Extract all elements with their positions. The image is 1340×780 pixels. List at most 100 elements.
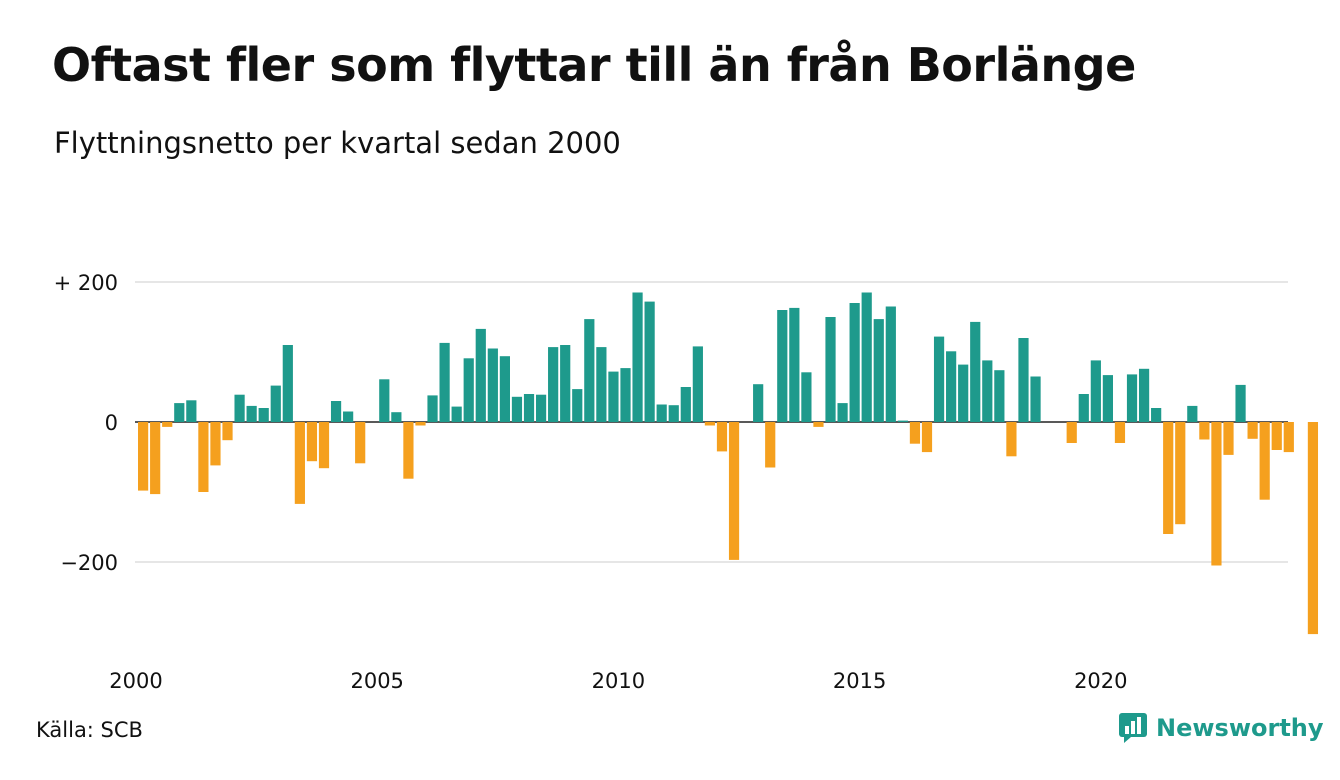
y-axis-ticks: + 200 0 −200 bbox=[54, 271, 118, 575]
bar bbox=[535, 394, 547, 422]
bar bbox=[1163, 422, 1174, 534]
x-axis-ticks: 2000 2005 2010 2015 2020 bbox=[109, 669, 1127, 693]
bar bbox=[186, 400, 197, 422]
bar bbox=[487, 348, 498, 422]
bar bbox=[825, 317, 836, 422]
bar bbox=[427, 395, 438, 422]
bar bbox=[355, 422, 366, 464]
bar bbox=[330, 401, 342, 422]
bar bbox=[909, 422, 921, 444]
y-tick-label: −200 bbox=[60, 551, 118, 575]
bar bbox=[439, 342, 450, 422]
x-tick-label: 2000 bbox=[109, 669, 162, 693]
chart-subtitle: Flyttningsnetto per kvartal sedan 2000 bbox=[54, 126, 621, 160]
bar bbox=[584, 319, 595, 422]
bar bbox=[837, 403, 848, 422]
bar bbox=[403, 422, 414, 479]
x-tick-label: 2020 bbox=[1074, 669, 1127, 693]
bar bbox=[644, 301, 655, 422]
bar bbox=[1102, 375, 1113, 422]
x-tick-label: 2015 bbox=[833, 669, 886, 693]
bar bbox=[1283, 422, 1294, 453]
bar bbox=[994, 370, 1005, 422]
bar-chart-speech-icon bbox=[1119, 713, 1147, 743]
bar bbox=[198, 422, 209, 492]
bar bbox=[270, 385, 281, 422]
bar bbox=[1030, 376, 1041, 422]
bar bbox=[306, 422, 318, 462]
bar bbox=[1066, 422, 1077, 443]
bar bbox=[511, 396, 523, 422]
bar bbox=[548, 347, 559, 422]
bar bbox=[885, 306, 896, 422]
bar bbox=[1114, 422, 1126, 443]
bar bbox=[728, 422, 740, 560]
bar bbox=[282, 345, 293, 422]
bar bbox=[1235, 384, 1246, 422]
bar bbox=[1187, 405, 1198, 422]
bar bbox=[801, 372, 812, 422]
chart-title: Oftast fler som flyttar till än från Bor… bbox=[52, 38, 1136, 92]
bars bbox=[138, 292, 1319, 635]
bar bbox=[716, 422, 728, 452]
bar bbox=[680, 387, 691, 422]
bar bbox=[608, 371, 619, 422]
bar bbox=[668, 405, 679, 422]
bar bbox=[463, 358, 474, 422]
bar bbox=[1211, 422, 1222, 566]
bar bbox=[150, 422, 161, 495]
x-tick-label: 2010 bbox=[592, 669, 645, 693]
bar bbox=[970, 321, 981, 422]
bar bbox=[451, 406, 462, 422]
bar bbox=[499, 356, 510, 422]
bar bbox=[343, 411, 354, 422]
bar bbox=[318, 422, 330, 469]
bar bbox=[138, 422, 149, 491]
bar bbox=[813, 422, 824, 427]
bar bbox=[921, 422, 933, 453]
bar bbox=[1259, 422, 1270, 500]
bar bbox=[174, 403, 185, 422]
bar bbox=[620, 368, 631, 422]
bar bbox=[1151, 408, 1162, 422]
bar bbox=[234, 394, 245, 422]
bar bbox=[753, 384, 764, 422]
bar bbox=[946, 351, 957, 422]
bar bbox=[210, 422, 221, 466]
source-note: Källa: SCB bbox=[36, 718, 143, 742]
bar bbox=[1307, 422, 1319, 635]
bar bbox=[415, 422, 426, 426]
bar bbox=[572, 389, 583, 422]
bar bbox=[560, 345, 571, 422]
bar bbox=[391, 412, 402, 422]
bar bbox=[596, 347, 607, 422]
y-tick-label: 0 bbox=[105, 411, 118, 435]
bar bbox=[897, 420, 908, 422]
bar bbox=[1018, 338, 1029, 422]
bar bbox=[656, 404, 667, 422]
bar bbox=[258, 408, 269, 422]
bar bbox=[1223, 422, 1234, 455]
bar bbox=[1090, 360, 1101, 422]
bar bbox=[933, 336, 945, 422]
bar bbox=[1175, 422, 1186, 525]
bar bbox=[1138, 368, 1150, 422]
bar bbox=[246, 405, 257, 422]
x-tick-label: 2005 bbox=[350, 669, 403, 693]
y-tick-label: + 200 bbox=[54, 271, 118, 295]
bar bbox=[523, 394, 535, 422]
bar bbox=[704, 422, 716, 426]
bar bbox=[777, 310, 788, 422]
bar bbox=[1006, 422, 1017, 457]
bar bbox=[958, 364, 969, 422]
brand-name: Newsworthy bbox=[1156, 714, 1324, 742]
bar bbox=[692, 346, 703, 422]
bar bbox=[849, 303, 860, 422]
bar bbox=[294, 422, 305, 504]
bar bbox=[765, 422, 776, 468]
bar bbox=[1078, 394, 1089, 422]
bar bbox=[1247, 422, 1258, 439]
newsworthy-logo: Newsworthy bbox=[1118, 712, 1324, 744]
bar bbox=[222, 422, 233, 441]
